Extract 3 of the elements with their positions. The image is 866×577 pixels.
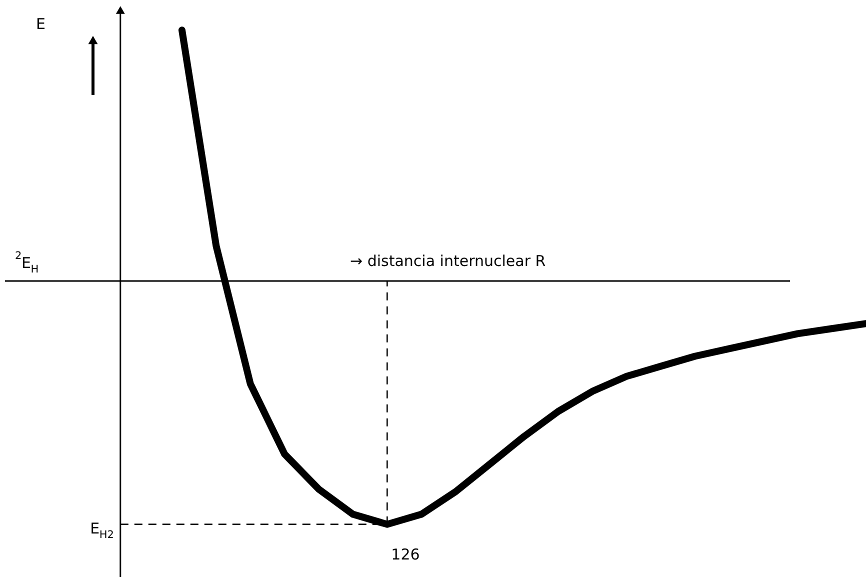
x-axis-title: → distancia internuclear R <box>350 252 546 270</box>
text: E <box>36 15 46 33</box>
annotation: 126 <box>391 545 420 564</box>
